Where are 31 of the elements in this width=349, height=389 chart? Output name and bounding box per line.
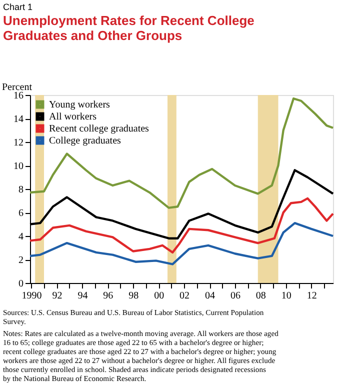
x-tick-label: 02 — [180, 290, 190, 302]
y-tick-label: 14 — [14, 114, 24, 125]
line-series — [28, 97, 334, 209]
x-tick-label: 00 — [154, 290, 164, 302]
y-tick-label: 16 — [14, 90, 24, 102]
y-axis-title: Percent — [2, 82, 32, 93]
x-tick-label: 04 — [205, 290, 216, 302]
x-tick-label: 06 — [230, 290, 240, 302]
legend-label: Young workers — [49, 100, 110, 110]
chart-subtitle: Chart 1 — [3, 2, 33, 12]
x-tick-label: 08 — [256, 290, 266, 302]
y-tick-label: 4 — [18, 232, 24, 242]
chart-title: Unemployment Rates for Recent College Graduates and Other Groups — [3, 13, 254, 43]
legend-label: Recent college graduates — [49, 124, 150, 134]
y-tick-label: 12 — [14, 138, 24, 148]
x-tick-label: 12 — [306, 290, 317, 302]
y-tick-label: 0 — [18, 278, 24, 290]
x-tick-label: 96 — [103, 290, 114, 302]
x-tick-label: 98 — [128, 290, 139, 302]
y-tick-label: 2 — [18, 255, 24, 266]
line-series — [28, 222, 334, 266]
x-tick-label: 10 — [281, 290, 292, 302]
x-tick-label: 94 — [78, 290, 88, 302]
y-tick-label: 8 — [18, 184, 24, 196]
y-tick-label: 6 — [18, 208, 24, 219]
line-series — [28, 197, 334, 254]
x-tick-label: 92 — [52, 290, 62, 302]
y-tick-label: 10 — [14, 161, 24, 172]
legend-label: College graduates — [49, 136, 122, 146]
legend-label: All workers — [49, 112, 97, 122]
x-tick-label: 1990 — [22, 290, 42, 302]
